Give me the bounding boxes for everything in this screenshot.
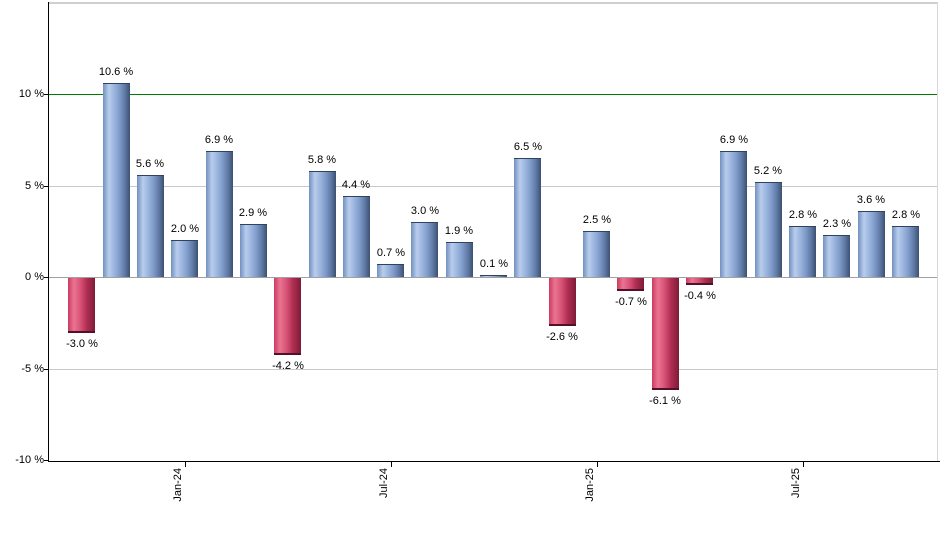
x-axis-tick [391,462,392,467]
x-axis-tick [803,462,804,467]
bar-value-label: 0.1 % [479,258,509,270]
bar-value-label: 0.7 % [376,247,406,259]
plot-top-border [48,2,938,4]
bar-value-label: 2.0 % [170,223,200,235]
bar-value-label: 5.2 % [753,165,783,177]
bar-value-label: 5.6 % [135,158,165,170]
bar-value-label: 10.6 % [98,66,134,78]
threshold-line-10pct [49,94,937,95]
bar-month-1 [103,83,130,277]
x-axis-tick-label: Jul-25 [790,468,802,498]
bar-month-2 [137,175,164,277]
bar-value-label: -3.0 % [66,338,98,350]
bar-value-label: -0.4 % [684,290,716,302]
bar-value-label: 2.8 % [788,209,818,221]
bar-month-16 [617,278,644,291]
bar-month-22 [823,235,850,277]
y-axis-tick-label: 10 % [18,88,44,100]
bar-month-18 [686,278,713,285]
x-axis-tick [185,462,186,467]
bar-month-9 [377,264,404,277]
bar-month-23 [858,211,885,277]
bar-value-label: 2.3 % [822,218,852,230]
bar-value-label: 1.9 % [444,225,474,237]
y-axis-tick-label: -10 % [15,454,44,466]
x-axis-tick [597,462,598,467]
bar-month-15 [583,231,610,277]
y-axis-tick [44,186,48,187]
bar-month-14 [549,278,576,326]
bar-value-label: 6.9 % [204,134,234,146]
bar-month-8 [343,196,370,277]
y-axis-tick-label: 0 % [25,271,44,283]
bar-month-0 [68,278,95,333]
bar-value-label: -6.1 % [649,395,681,407]
gridline-0 [49,277,937,278]
bar-month-12 [480,275,507,277]
bar-month-5 [240,224,267,277]
gridline--5 [49,369,937,370]
bar-month-7 [309,171,336,277]
bar-month-20 [755,182,782,277]
bar-month-4 [206,151,233,277]
gridline-5 [49,186,937,187]
x-axis-tick-label: Jul-24 [378,468,390,498]
bar-month-3 [171,240,198,277]
y-axis-tick-label: 5 % [25,180,44,192]
bar-value-label: 2.9 % [238,207,268,219]
x-axis-tick-label: Jan-24 [172,468,184,502]
bar-value-label: 2.8 % [891,209,921,221]
bar-month-24 [892,226,919,277]
bar-value-label: 6.5 % [513,141,543,153]
y-axis-tick [44,369,48,370]
bar-value-label: -4.2 % [272,360,304,372]
bar-month-17 [652,278,679,390]
bar-value-label: 4.4 % [341,179,371,191]
y-axis-line [48,2,49,462]
bar-month-11 [446,242,473,277]
bar-value-label: 2.5 % [582,214,612,226]
y-axis-tick-label: -5 % [21,363,44,375]
y-axis-tick [44,460,48,461]
bar-month-21 [789,226,816,277]
bar-month-6 [274,278,301,355]
bar-month-13 [514,158,541,277]
x-axis-tick-label: Jan-25 [584,468,596,502]
x-axis-line [48,461,940,462]
y-axis-tick [44,277,48,278]
bar-value-label: -2.6 % [546,331,578,343]
bar-value-label: 3.0 % [410,205,440,217]
bar-value-label: 6.9 % [719,134,749,146]
bar-value-label: 5.8 % [307,154,337,166]
plot-right-border [937,2,938,461]
bar-month-10 [411,222,438,277]
bar-value-label: -0.7 % [615,296,647,308]
bar-value-label: 3.6 % [856,194,886,206]
y-axis-tick [44,94,48,95]
bar-month-19 [720,151,747,277]
